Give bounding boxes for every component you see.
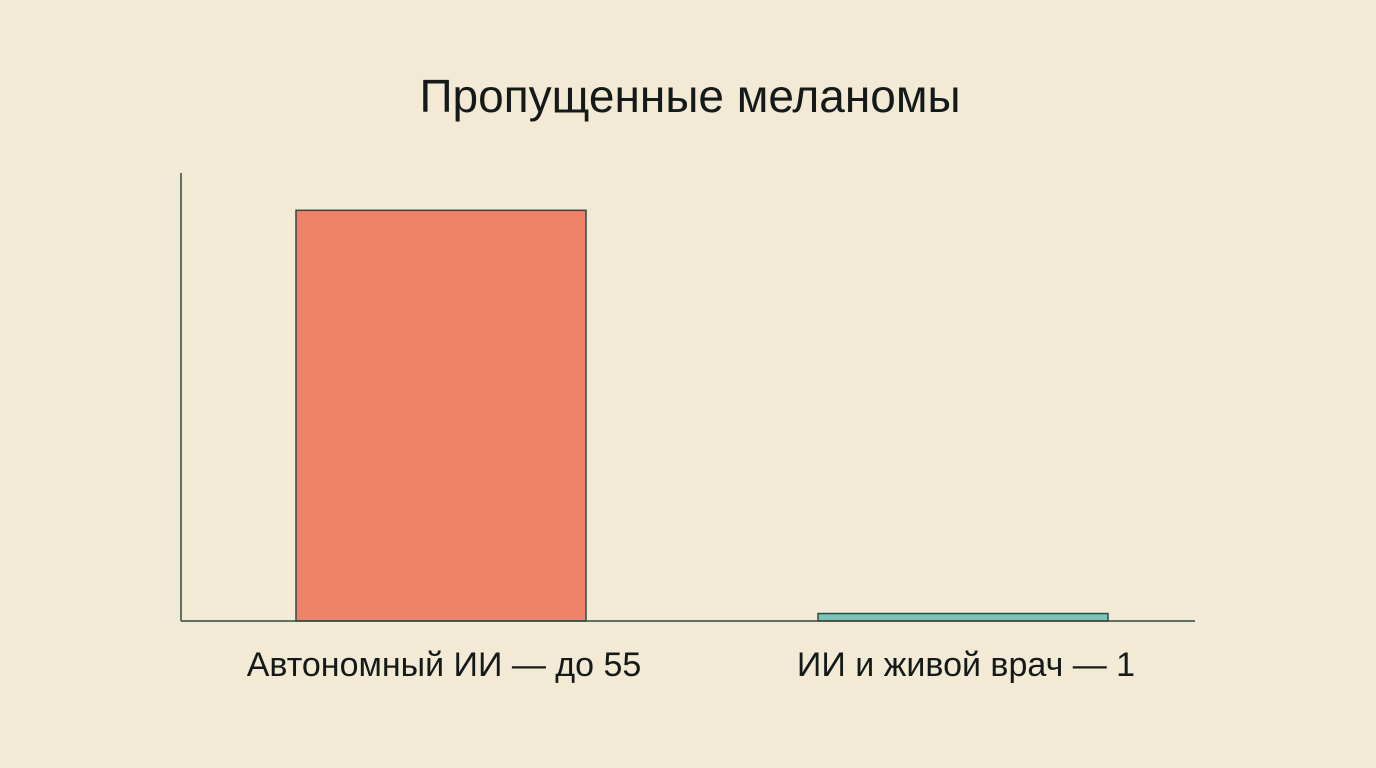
- x-tick-label: ИИ и живой врач — 1: [797, 646, 1135, 684]
- bar: [295, 209, 587, 622]
- x-tick-label: Автономный ИИ — до 55: [247, 646, 642, 684]
- chart-title: Пропущенные меланомы: [419, 70, 960, 122]
- bar: [817, 612, 1109, 622]
